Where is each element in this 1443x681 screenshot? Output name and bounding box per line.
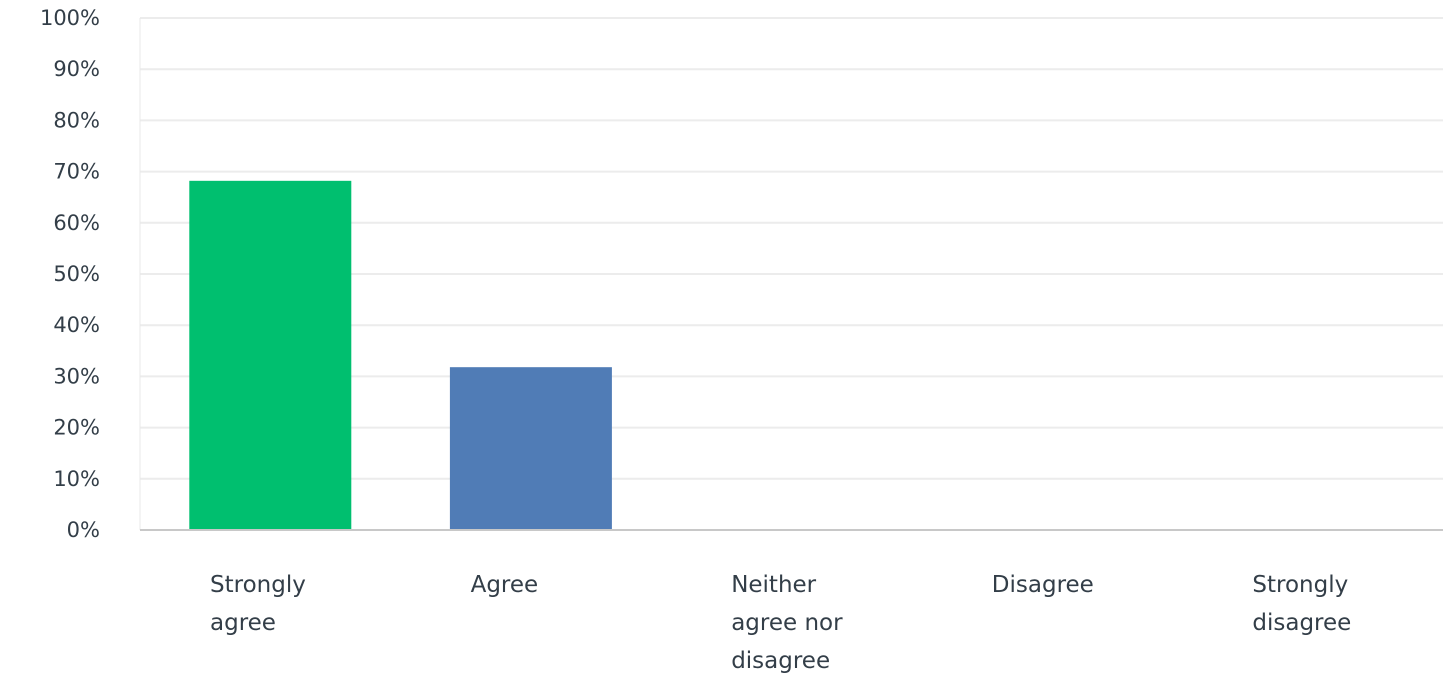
- x-category-label: Agree: [471, 572, 539, 598]
- y-tick-label: 100%: [40, 6, 100, 30]
- y-tick-label: 0%: [67, 518, 100, 542]
- y-tick-label: 80%: [53, 108, 100, 132]
- y-tick-label: 70%: [53, 160, 100, 184]
- bars: [189, 180, 612, 531]
- y-axis-tick-labels: 0% 10% 20% 30% 40% 50% 60% 70% 80% 90% 100%: [40, 6, 100, 542]
- x-category-label: Strongly agree: [210, 572, 306, 636]
- y-tick-label: 10%: [53, 467, 100, 491]
- y-tick-label: 90%: [53, 57, 100, 81]
- y-tick-label: 50%: [53, 262, 100, 286]
- y-tick-label: 40%: [53, 313, 100, 337]
- x-category-label: Strongly disagree: [1252, 572, 1351, 636]
- bar[interactable]: [449, 367, 612, 530]
- bar[interactable]: [189, 180, 352, 531]
- y-tick-label: 20%: [53, 416, 100, 440]
- x-category-label: Neither agree nor disagree: [731, 572, 843, 674]
- y-tick-label: 30%: [53, 364, 100, 388]
- x-axis-category-labels: Strongly agree Agree Neither agree nor disagr…: [210, 572, 1351, 674]
- x-category-label: Disagree: [992, 572, 1094, 598]
- y-tick-label: 60%: [53, 211, 100, 235]
- gridlines: [140, 17, 1443, 480]
